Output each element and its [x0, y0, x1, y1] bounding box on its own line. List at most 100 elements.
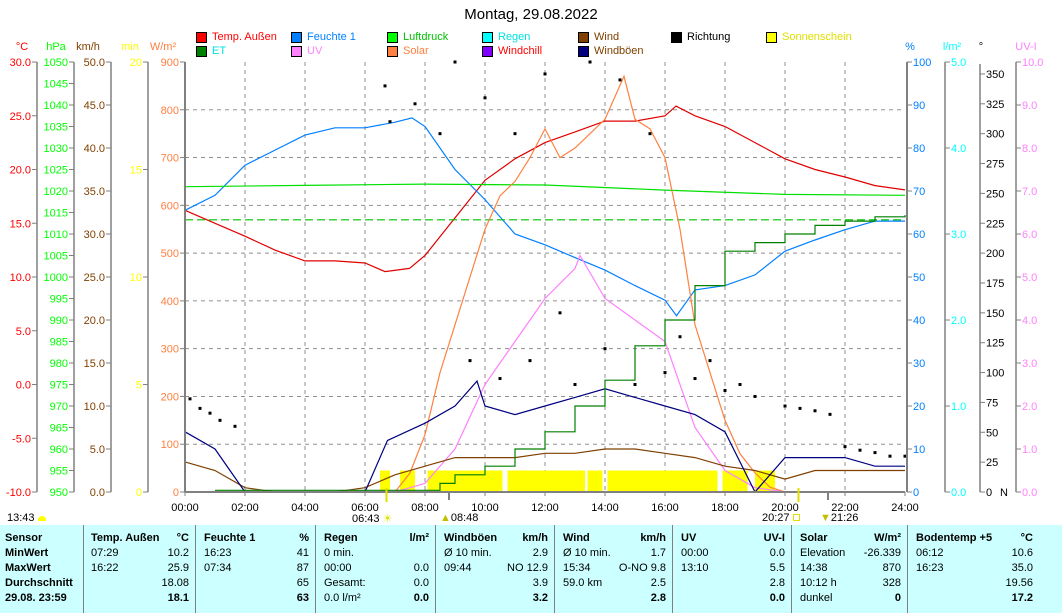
- axis-tick-label: 1025: [44, 165, 68, 177]
- axis-tick-label: 50: [913, 272, 925, 284]
- sunshine-bar: [427, 470, 503, 492]
- axis-tick-label: 0.0: [951, 487, 966, 499]
- axis-tick-label: 20: [130, 57, 142, 69]
- legend-swatch: [482, 45, 493, 57]
- axis-tick-label: 10.0: [84, 401, 105, 413]
- series-temp-au-en: [184, 105, 906, 273]
- series-feuchte-1: [184, 117, 905, 317]
- axis-tick-label: 1030: [44, 143, 68, 155]
- axis-tick-label: 4.0: [1022, 315, 1037, 327]
- cell-label: Ø 10 min.: [444, 547, 492, 559]
- axis-tick-label: 955: [50, 466, 68, 478]
- statistics-table: Sensor MinWert MaxWert Durchschnitt 29.08. 2…: [0, 525, 1062, 613]
- x-tick-label: 14:00: [591, 502, 619, 514]
- section-feuchte-1: Feuchte 1% 16:23 41 07:34 87 65 63: [196, 525, 316, 613]
- direction-point: [218, 418, 222, 422]
- weather-chart: 00:00 02:00 04:00 06:00 08:00 10:00 12:00 14:00…: [6, 41, 1044, 514]
- direction-point: [543, 72, 547, 76]
- axis-tick-label: 10: [913, 444, 925, 456]
- axis-tick-label: 990: [50, 315, 68, 327]
- sunshine-bar: [380, 470, 390, 492]
- moonrise-marker: ▲08:48: [440, 512, 478, 524]
- cell-value: 35.0: [1011, 562, 1033, 574]
- section-name: Feuchte 1: [204, 532, 256, 544]
- axis-tick-label: 30: [913, 358, 925, 370]
- plot-area: [185, 62, 905, 492]
- axis-tick-label: 10.0: [10, 272, 31, 284]
- legend-item: Richtung: [671, 31, 730, 43]
- axis-hpa: hPa 1050 1045 1040 1035 1030 1025 1020 1015 1010 1…: [44, 41, 75, 499]
- legend-label: Feuchte 1: [307, 31, 356, 43]
- axis-tick-label: 8.0: [1022, 143, 1037, 155]
- axis-tick-label: 1005: [44, 251, 68, 263]
- direction-point: [738, 383, 742, 386]
- axis-tick-label: 15.0: [84, 358, 105, 370]
- section-windb-en: Windböen km/h Ø 10 min. 2.9 09:44 NO 12.9 3.9 3…: [436, 525, 555, 613]
- cell-value: 2.9: [532, 547, 548, 559]
- x-tick-label: 24:00: [891, 502, 919, 514]
- section-regen: Regen l/m² 0 min. 00:00 0.0 Gesamt: 0.0 0.0 l/m…: [316, 525, 436, 613]
- direction-point: [588, 60, 592, 64]
- direction-point: [618, 78, 622, 82]
- cell-value: 2.5: [650, 577, 666, 589]
- cell-label: 59.0 km: [563, 577, 603, 589]
- sunset-time: 20:27: [762, 512, 790, 524]
- legend-swatch: [766, 31, 777, 43]
- direction-point: [188, 397, 192, 401]
- direction-point: [648, 132, 652, 136]
- axis-tick-label: 600: [161, 200, 179, 212]
- cell-value: 0.0: [413, 562, 429, 574]
- section-unit: km/h: [522, 532, 548, 544]
- axis-uvi: UV-I 10.0 9.0 8.0 7.0 6.0 5.0 4.0 3.0 2.0 1.0 0.0: [1015, 41, 1043, 499]
- sunshine-bar: [587, 470, 603, 492]
- moonrise-time: 08:48: [450, 512, 479, 524]
- section-name: Solar: [800, 532, 828, 544]
- cell-label: Ø 10 min.: [563, 547, 611, 559]
- row-label: 29.08. 23:59: [5, 592, 67, 604]
- axis-tick-label: 50: [986, 427, 998, 439]
- series-luftdruck: [184, 183, 906, 196]
- cell-value: 10.6: [1011, 547, 1033, 559]
- axis-tick-label: 975: [50, 380, 68, 392]
- axis-tick-label: 225: [986, 218, 1004, 230]
- cell-label: dunkel: [800, 592, 833, 604]
- cell-value: NO 12.9: [507, 562, 548, 574]
- legend-label: Richtung: [687, 31, 731, 43]
- cell-value: -26.339: [863, 547, 901, 559]
- direction-point: [753, 394, 757, 398]
- row-labels: Sensor MinWert MaxWert Durchschnitt 29.08. 2…: [0, 525, 84, 613]
- cell-value: O-NO 9.8: [618, 562, 666, 574]
- axis-tick-label: 325: [986, 99, 1004, 111]
- axis-tick-label: 200: [986, 248, 1004, 260]
- axis-tick-label: 15: [130, 165, 142, 177]
- axis-tick-label: 70: [913, 186, 925, 198]
- x-tick-label: 04:00: [291, 502, 319, 514]
- axis-tick-label: 500: [161, 248, 179, 260]
- axis-tick-label: 20.0: [84, 315, 105, 327]
- x-tick-label: 02:00: [231, 502, 259, 514]
- cell-label: 00:00: [324, 562, 352, 574]
- chart-title: Montag, 29.08.2022: [464, 6, 598, 23]
- direction-point: [233, 424, 237, 428]
- axis-tick-label: 2.0: [951, 315, 966, 327]
- sunrise-time: 06:43: [352, 513, 380, 525]
- axis-tick-label: 0: [136, 487, 142, 499]
- axis-tick-label: 1035: [44, 122, 68, 134]
- cell-value: 0: [894, 592, 901, 604]
- series-solar: [185, 74, 905, 493]
- direction-point: [633, 383, 637, 386]
- sunshine-duration-marker: 13:43: [7, 512, 46, 524]
- moonset-marker: ▼21:26: [820, 512, 858, 524]
- legend-swatch: [196, 31, 207, 43]
- axis-tick-label: 1.0: [951, 401, 966, 413]
- axis-tick-label: 200: [161, 391, 179, 403]
- axis-tick-label: 25: [986, 457, 998, 469]
- legend-label: Wind: [594, 31, 620, 43]
- section-unit: UV-I: [763, 532, 785, 544]
- direction-point: [383, 84, 387, 88]
- section-name: Wind: [563, 532, 590, 544]
- legend-item: Windchill: [482, 45, 542, 57]
- cell-value: 328: [882, 577, 901, 589]
- axis-wm2: W/m² 900 800 700 600 500 400 300 200 100 0: [150, 41, 186, 499]
- sunshine-bars: [380, 470, 775, 492]
